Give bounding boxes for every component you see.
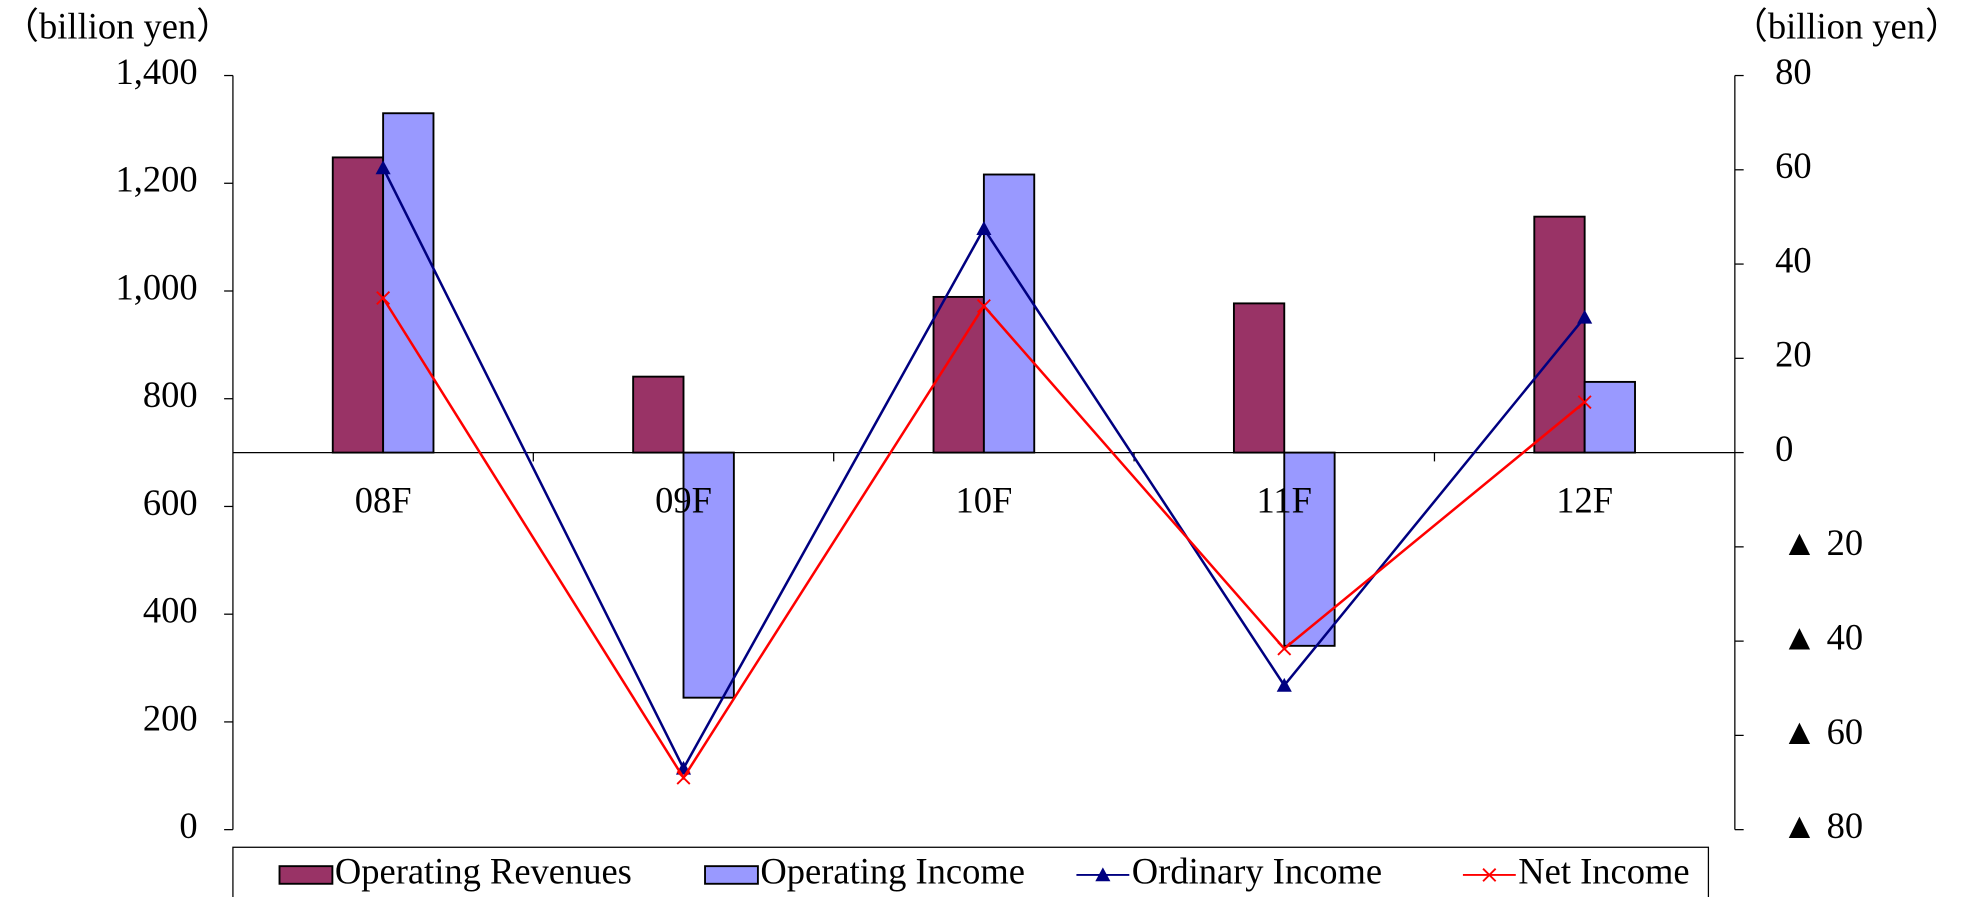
y-tick-label: 800 [143, 374, 198, 415]
x-tick-label: 08F [355, 480, 412, 521]
y2-tick-label: 0 [1775, 428, 1793, 469]
y-tick-label: 600 [143, 482, 198, 523]
y-tick-label: 1,000 [116, 266, 198, 307]
bar [331, 156, 385, 454]
y2-axis-label: （billion yen） [1731, 6, 1961, 47]
marker [976, 299, 991, 313]
legend-swatch [704, 865, 759, 885]
marker [1276, 677, 1292, 692]
marker [1277, 641, 1292, 656]
legend-marker [1482, 868, 1497, 882]
marker [976, 221, 992, 236]
marker [676, 770, 691, 785]
y2-tick-label: ▲ 40 [1781, 616, 1863, 657]
y-tick-label: 400 [143, 590, 198, 631]
legend-swatch [278, 865, 334, 885]
bar [1583, 380, 1636, 454]
y-tick-label: 0 [179, 805, 197, 846]
x-tick-label: 09F [655, 480, 712, 521]
y2-tick-label: 20 [1775, 334, 1812, 375]
y2-tick-label: ▲ 20 [1781, 522, 1863, 563]
x-tick-label: 12F [1556, 480, 1613, 521]
marker [375, 160, 391, 175]
legend-label: Net Income [1518, 850, 1689, 891]
x-tick-label: 10F [955, 480, 1012, 521]
y2-tick-label: ▲ 60 [1781, 711, 1863, 752]
y-tick-label: 200 [143, 697, 198, 738]
x-tick-label: 11F [1257, 480, 1312, 521]
y-axis-label: （billion yen） [3, 6, 233, 47]
y-tick-label: 1,400 [116, 51, 198, 92]
bar [982, 173, 1036, 454]
legend-label: Ordinary Income [1132, 850, 1382, 891]
y2-tick-label: 40 [1775, 239, 1812, 280]
bar [1232, 302, 1286, 454]
y2-tick-label: ▲ 80 [1781, 805, 1863, 846]
legend-box [232, 846, 1710, 897]
legend-label: Operating Income [760, 850, 1025, 891]
marker [1577, 309, 1593, 324]
y-tick-label: 1,200 [116, 159, 198, 200]
legend-label: Operating Revenues [335, 850, 632, 891]
legend-marker [1095, 867, 1111, 882]
bar [1533, 215, 1586, 454]
marker [1577, 395, 1592, 410]
bar [382, 112, 435, 454]
bar [632, 375, 685, 454]
y2-tick-label: 60 [1775, 145, 1812, 186]
y2-tick-label: 80 [1775, 51, 1812, 92]
marker [376, 291, 391, 305]
